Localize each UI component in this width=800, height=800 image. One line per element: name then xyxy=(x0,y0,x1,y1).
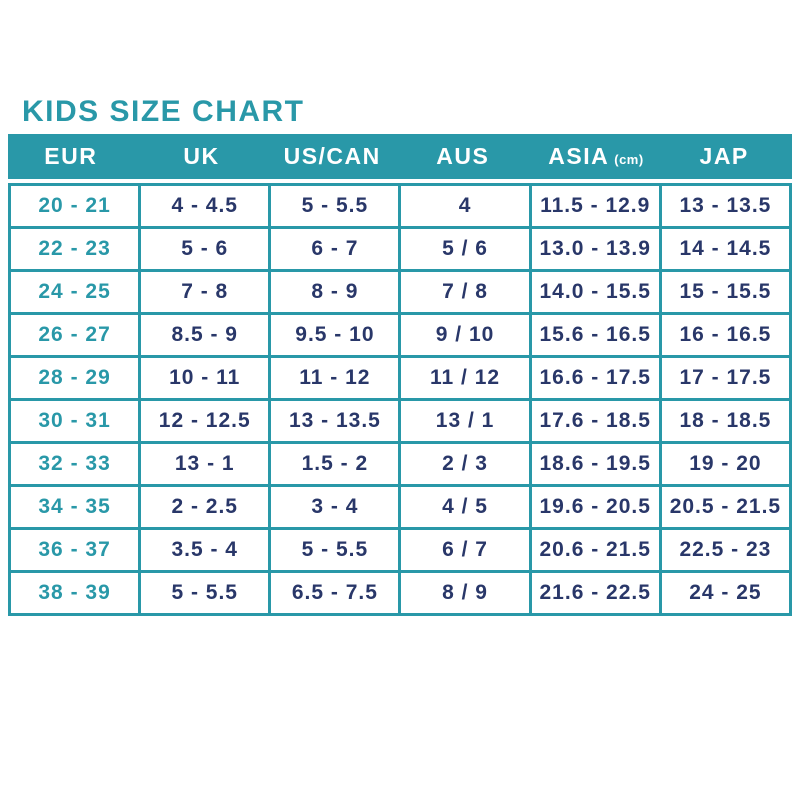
cell-aus: 4 / 5 xyxy=(398,484,532,530)
cell-uk: 4 - 4.5 xyxy=(138,183,272,229)
cell-jap: 19 - 20 xyxy=(658,441,793,487)
cell-uk: 8.5 - 9 xyxy=(138,312,272,358)
table-header-row: EUR UK US/CAN AUS ASIA (cm) JAP xyxy=(8,134,792,179)
column-header-jap: JAP xyxy=(661,143,792,170)
cell-aus: 4 xyxy=(398,183,532,229)
cell-uk: 5 - 5.5 xyxy=(138,570,272,616)
cell-asia: 20.6 - 21.5 xyxy=(528,527,662,573)
cell-jap: 22.5 - 23 xyxy=(658,527,793,573)
column-header-label: EUR xyxy=(44,143,98,169)
cell-eur: 38 - 39 xyxy=(7,570,142,616)
cell-eur: 34 - 35 xyxy=(7,484,142,530)
cell-uk: 7 - 8 xyxy=(138,269,272,315)
cell-asia: 17.6 - 18.5 xyxy=(528,398,662,444)
cell-asia: 18.6 - 19.5 xyxy=(528,441,662,487)
column-header-label: JAP xyxy=(699,143,749,169)
column-header-uscan: US/CAN xyxy=(269,143,400,170)
cell-jap: 14 - 14.5 xyxy=(658,226,793,272)
cell-eur: 24 - 25 xyxy=(7,269,142,315)
cell-aus: 11 / 12 xyxy=(398,355,532,401)
cell-eur: 30 - 31 xyxy=(7,398,142,444)
cell-uscan: 13 - 13.5 xyxy=(268,398,402,444)
cell-eur: 26 - 27 xyxy=(7,312,142,358)
cell-uk: 5 - 6 xyxy=(138,226,272,272)
cell-aus: 13 / 1 xyxy=(398,398,532,444)
cell-aus: 8 / 9 xyxy=(398,570,532,616)
size-table-body: 20 - 21 4 - 4.5 5 - 5.5 4 11.5 - 12.9 13 - 13… xyxy=(7,183,793,616)
cell-jap: 18 - 18.5 xyxy=(658,398,793,444)
cell-aus: 5 / 6 xyxy=(398,226,532,272)
cell-uscan: 5 - 5.5 xyxy=(268,527,402,573)
cell-asia: 15.6 - 16.5 xyxy=(528,312,662,358)
column-header-aus: AUS xyxy=(400,143,531,170)
cell-aus: 2 / 3 xyxy=(398,441,532,487)
cell-uscan: 6.5 - 7.5 xyxy=(268,570,402,616)
size-chart-sheet: KIDS SIZE CHART EUR UK US/CAN AUS ASIA (c… xyxy=(7,95,793,616)
cell-aus: 7 / 8 xyxy=(398,269,532,315)
cell-asia: 21.6 - 22.5 xyxy=(528,570,662,616)
cell-uk: 10 - 11 xyxy=(138,355,272,401)
column-header-asia: ASIA (cm) xyxy=(531,143,662,170)
cell-jap: 24 - 25 xyxy=(658,570,793,616)
cell-jap: 13 - 13.5 xyxy=(658,183,793,229)
column-header-label: ASIA xyxy=(548,143,610,169)
cell-uscan: 8 - 9 xyxy=(268,269,402,315)
cell-asia: 13.0 - 13.9 xyxy=(528,226,662,272)
cell-eur: 32 - 33 xyxy=(7,441,142,487)
cell-eur: 36 - 37 xyxy=(7,527,142,573)
column-header-uk: UK xyxy=(139,143,270,170)
cell-aus: 9 / 10 xyxy=(398,312,532,358)
table-row: 30 - 31 12 - 12.5 13 - 13.5 13 / 1 17.6 - 18… xyxy=(7,398,793,444)
cell-aus: 6 / 7 xyxy=(398,527,532,573)
column-header-eur: EUR xyxy=(8,143,139,170)
cell-asia: 11.5 - 12.9 xyxy=(528,183,662,229)
cell-eur: 20 - 21 xyxy=(7,183,142,229)
cell-asia: 14.0 - 15.5 xyxy=(528,269,662,315)
size-conversion-table: 20 - 21 4 - 4.5 5 - 5.5 4 11.5 - 12.9 13 - 13… xyxy=(7,183,793,616)
cell-uk: 3.5 - 4 xyxy=(138,527,272,573)
column-header-sub: (cm) xyxy=(614,152,644,167)
cell-uk: 13 - 1 xyxy=(138,441,272,487)
cell-eur: 28 - 29 xyxy=(7,355,142,401)
table-row: 38 - 39 5 - 5.5 6.5 - 7.5 8 / 9 21.6 - 22.5 2… xyxy=(7,570,793,616)
cell-uk: 2 - 2.5 xyxy=(138,484,272,530)
cell-asia: 19.6 - 20.5 xyxy=(528,484,662,530)
cell-uscan: 3 - 4 xyxy=(268,484,402,530)
cell-uscan: 11 - 12 xyxy=(268,355,402,401)
cell-asia: 16.6 - 17.5 xyxy=(528,355,662,401)
page-title: KIDS SIZE CHART xyxy=(22,95,305,128)
column-header-label: AUS xyxy=(436,143,490,169)
cell-uscan: 6 - 7 xyxy=(268,226,402,272)
cell-jap: 15 - 15.5 xyxy=(658,269,793,315)
cell-uscan: 1.5 - 2 xyxy=(268,441,402,487)
table-row: 28 - 29 10 - 11 11 - 12 11 / 12 16.6 - 17.5 1… xyxy=(7,355,793,401)
cell-uscan: 9.5 - 10 xyxy=(268,312,402,358)
column-header-label: US/CAN xyxy=(283,143,381,169)
cell-jap: 20.5 - 21.5 xyxy=(658,484,793,530)
cell-uscan: 5 - 5.5 xyxy=(268,183,402,229)
table-row: 26 - 27 8.5 - 9 9.5 - 10 9 / 10 15.6 - 16.5 1… xyxy=(7,312,793,358)
cell-jap: 16 - 16.5 xyxy=(658,312,793,358)
cell-jap: 17 - 17.5 xyxy=(658,355,793,401)
table-row: 20 - 21 4 - 4.5 5 - 5.5 4 11.5 - 12.9 13 - 13… xyxy=(7,183,793,229)
cell-uk: 12 - 12.5 xyxy=(138,398,272,444)
column-header-label: UK xyxy=(183,143,220,169)
cell-eur: 22 - 23 xyxy=(7,226,142,272)
